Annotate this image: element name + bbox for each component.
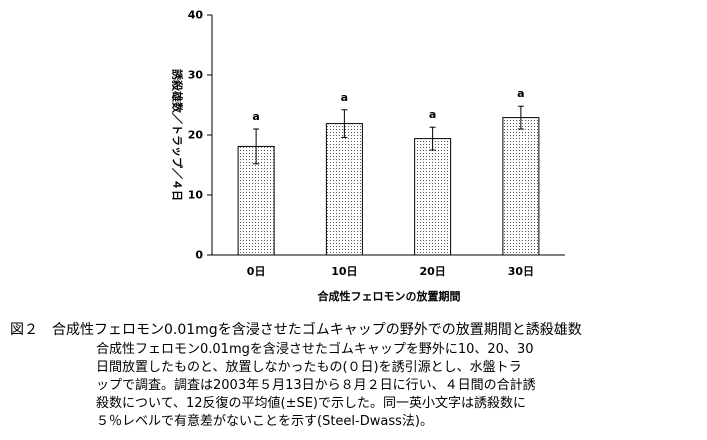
significance-letter: a — [429, 108, 436, 121]
figure-caption-title: 図２ 合成性フェロモン0.01mgを含浸させたゴムキャップの野外での放置期間と誘… — [10, 322, 582, 338]
bar-chart: a a a a 0 10 20 30 40 0日 10日 20日 30日 誘殺雄数／トラップ／４日 合… — [171, 9, 565, 303]
bar — [237, 145, 275, 256]
x-tick-label: 20日 — [419, 265, 445, 278]
y-tick-label: 30 — [188, 69, 204, 82]
significance-letter: a — [517, 87, 524, 100]
significance-letter: a — [252, 110, 259, 123]
y-tick-label: 20 — [188, 129, 204, 142]
caption-line: 殺数について、12反復の平均値(±SE)で示した。同一英小文字は誘殺数に — [96, 396, 527, 411]
x-axis-label: 合成性フェロモンの放置期間 — [318, 289, 461, 303]
bars-layer: a a a a — [237, 87, 540, 256]
x-tick-label: 10日 — [331, 265, 357, 278]
caption-line: 合成性フェロモン0.01mgを含浸させたゴムキャップを野外に10、20、30 — [96, 342, 534, 357]
bar — [502, 117, 540, 256]
y-tick-label: 10 — [188, 189, 204, 202]
caption-line: ５％レベルで有意差がないことを示す(Steel-Dwass法)。 — [96, 414, 433, 429]
bar — [325, 123, 363, 256]
bar — [414, 138, 452, 256]
caption-line: ップで調査。調査は2003年５月13日から８月２日に行い、４日間の合計誘 — [96, 378, 536, 393]
x-tick-label: 30日 — [508, 265, 534, 278]
caption-line: 日間放置したものと、放置しなかったもの(０日)を誘引源とし、水盤トラ — [96, 360, 522, 375]
axes-layer: 0 10 20 30 40 0日 10日 20日 30日 — [188, 9, 565, 278]
significance-letter: a — [341, 91, 348, 104]
y-axis-label: 誘殺雄数／トラップ／４日 — [171, 69, 185, 201]
y-tick-label: 40 — [188, 9, 204, 22]
x-tick-label: 0日 — [247, 265, 266, 278]
figure-caption-body: 合成性フェロモン0.01mgを含浸させたゴムキャップを野外に10、20、30 日… — [96, 341, 536, 431]
y-tick-label: 0 — [195, 249, 203, 262]
